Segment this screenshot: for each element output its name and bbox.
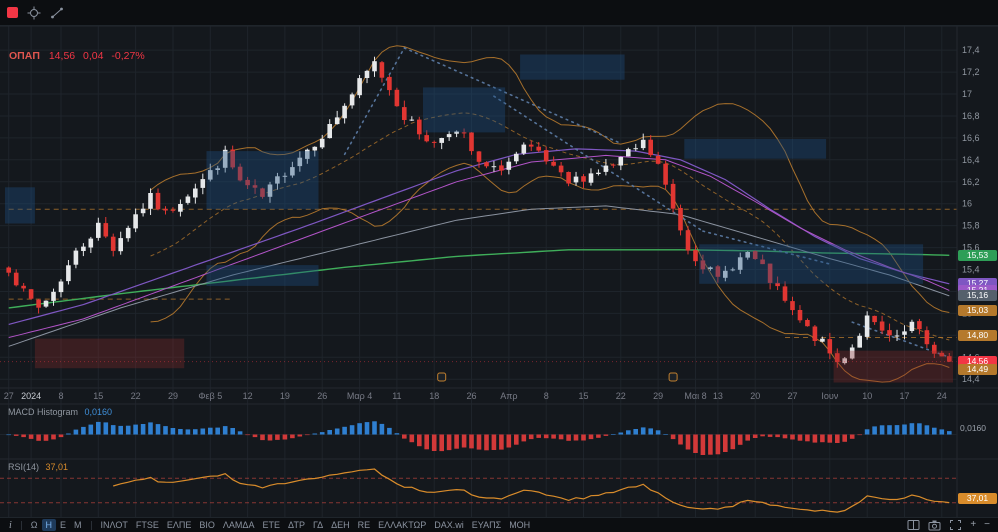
macd-histogram xyxy=(0,421,957,455)
svg-text:12: 12 xyxy=(243,391,253,401)
svg-text:26: 26 xyxy=(317,391,327,401)
svg-text:16: 16 xyxy=(962,199,972,209)
svg-text:29: 29 xyxy=(653,391,663,401)
change-pct-text: -0,27% xyxy=(111,50,145,62)
svg-text:15,4: 15,4 xyxy=(962,265,980,275)
svg-text:10: 10 xyxy=(862,391,872,401)
svg-text:15: 15 xyxy=(962,308,972,318)
svg-text:14,4: 14,4 xyxy=(962,374,980,384)
svg-text:29: 29 xyxy=(168,391,178,401)
svg-text:11: 11 xyxy=(392,391,401,401)
svg-text:27: 27 xyxy=(4,391,14,401)
watchlist-item-ΔΤΡ[interactable]: ΔΤΡ xyxy=(287,520,305,530)
toolbar-divider xyxy=(20,520,22,530)
timeframe-button-Η[interactable]: Η xyxy=(41,519,57,531)
macd-indicator-label[interactable]: MACD Histogram 0,0160 xyxy=(8,407,112,417)
candlestick-layer xyxy=(6,56,952,368)
symbol-legend[interactable]: ΟΠΑΠ 14,56 0,04 -0,27% xyxy=(9,50,150,62)
watchlist-item-RE[interactable]: RE xyxy=(357,520,371,530)
trendline-tool-icon[interactable] xyxy=(50,6,64,20)
top-toolbar xyxy=(0,0,998,26)
time-axis[interactable]: 27 2024 8 15 22 29 Φεβ 5 12 19 26 Μαρ 4 11 18 26 Απρ 8 1… xyxy=(4,391,947,401)
svg-text:14,6: 14,6 xyxy=(962,352,980,362)
watchlist-item-ΓΔ[interactable]: ΓΔ xyxy=(312,520,324,530)
change-abs-text: 0,04 xyxy=(83,50,104,62)
app-logo-badge[interactable] xyxy=(7,7,18,18)
svg-text:17,2: 17,2 xyxy=(962,67,980,77)
timeframe-button-Ε[interactable]: Ε xyxy=(60,520,67,530)
svg-text:17,4: 17,4 xyxy=(962,45,980,55)
svg-text:8: 8 xyxy=(58,391,63,401)
watchlist-item-ΕΛΛΑΚΤΩΡ[interactable]: ΕΛΛΑΚΤΩΡ xyxy=(378,520,427,530)
timeframe-button-Μ[interactable]: Μ xyxy=(74,520,82,530)
watchlist-item-ΔΕΗ[interactable]: ΔΕΗ xyxy=(331,520,350,530)
svg-text:27: 27 xyxy=(787,391,797,401)
layout-grid-icon[interactable] xyxy=(907,519,920,531)
toolbar-divider xyxy=(90,520,92,530)
svg-text:Φεβ 5: Φεβ 5 xyxy=(198,391,222,401)
svg-text:15,2: 15,2 xyxy=(962,287,980,297)
rsi-title-text: RSI(14) xyxy=(8,462,40,472)
watchlist-item-ΕΛΠΕ[interactable]: ΕΛΠΕ xyxy=(166,520,192,530)
watchlist-item-ΒΙΟ[interactable]: ΒΙΟ xyxy=(199,520,215,530)
svg-text:18: 18 xyxy=(429,391,439,401)
svg-text:20: 20 xyxy=(750,391,760,401)
zoom-out-button[interactable]: − xyxy=(984,519,990,530)
svg-text:16,8: 16,8 xyxy=(962,111,980,121)
svg-text:Μαι 8: Μαι 8 xyxy=(684,391,706,401)
svg-text:8: 8 xyxy=(544,391,549,401)
camera-icon[interactable] xyxy=(928,519,941,531)
svg-text:Μαρ 4: Μαρ 4 xyxy=(347,391,372,401)
info-button[interactable]: i xyxy=(9,519,12,531)
svg-text:14,8: 14,8 xyxy=(962,330,980,340)
event-markers[interactable] xyxy=(437,372,678,382)
svg-text:17: 17 xyxy=(899,391,909,401)
svg-text:15,8: 15,8 xyxy=(962,221,980,231)
svg-text:15: 15 xyxy=(93,391,103,401)
svg-text:Απρ: Απρ xyxy=(500,391,517,401)
svg-text:16,6: 16,6 xyxy=(962,133,980,143)
svg-text:Ιουν: Ιουν xyxy=(821,391,838,401)
svg-text:13: 13 xyxy=(713,391,723,401)
macd-title-text: MACD Histogram xyxy=(8,407,79,417)
svg-text:15,6: 15,6 xyxy=(962,243,980,253)
svg-text:26: 26 xyxy=(466,391,476,401)
watchlist-item-FTSE[interactable]: FTSE xyxy=(135,520,159,530)
last-price-text: 14,56 xyxy=(48,50,76,62)
price-axis[interactable]: 14,4 14,6 14,8 15 15,2 15,4 15,6 15,8 16 16,2 16,4… xyxy=(962,45,980,384)
svg-text:15: 15 xyxy=(578,391,588,401)
symbol-name: ΟΠΑΠ xyxy=(9,50,40,62)
svg-text:19: 19 xyxy=(280,391,290,401)
watchlist-item-ΕΥΑΠΣ[interactable]: ΕΥΑΠΣ xyxy=(471,520,502,530)
svg-text:16,2: 16,2 xyxy=(962,177,980,187)
macd-value-text: 0,0160 xyxy=(84,407,113,417)
watchlist-item-ΛΑΜΔΑ[interactable]: ΛΑΜΔΑ xyxy=(222,520,255,530)
watchlist-item-ΜΟΗ[interactable]: ΜΟΗ xyxy=(509,520,531,530)
svg-text:24: 24 xyxy=(937,391,947,401)
svg-text:22: 22 xyxy=(131,391,141,401)
crosshair-icon[interactable] xyxy=(27,6,41,20)
watchlist-group: ΙΝΛΟΤ FTSE ΕΛΠΕ ΒΙΟ ΛΑΜΔΑ ΕΤΕ ΔΤΡ ΓΔ ΔΕΗ RE ΕΛΛΑΚΤ… xyxy=(97,520,535,530)
watchlist-item-ΕΤΕ[interactable]: ΕΤΕ xyxy=(262,520,280,530)
svg-text:16,4: 16,4 xyxy=(962,155,980,165)
zone-boxes[interactable] xyxy=(5,54,953,383)
svg-text:17: 17 xyxy=(962,89,972,99)
zoom-in-button[interactable]: + xyxy=(970,519,977,530)
rsi-indicator-label[interactable]: RSI(14) 37,01 xyxy=(8,462,68,472)
svg-text:2024: 2024 xyxy=(21,391,41,401)
svg-text:22: 22 xyxy=(616,391,626,401)
timeframe-button-Ω[interactable]: Ω xyxy=(30,520,38,530)
watchlist-item-DAX.wi[interactable]: DAX.wi xyxy=(434,520,464,530)
maximize-icon[interactable] xyxy=(949,519,962,531)
rsi-line-panel xyxy=(0,468,957,513)
watchlist-item-ΙΝΛΟΤ[interactable]: ΙΝΛΟΤ xyxy=(100,520,128,530)
rsi-value-text: 37,01 xyxy=(45,462,69,472)
